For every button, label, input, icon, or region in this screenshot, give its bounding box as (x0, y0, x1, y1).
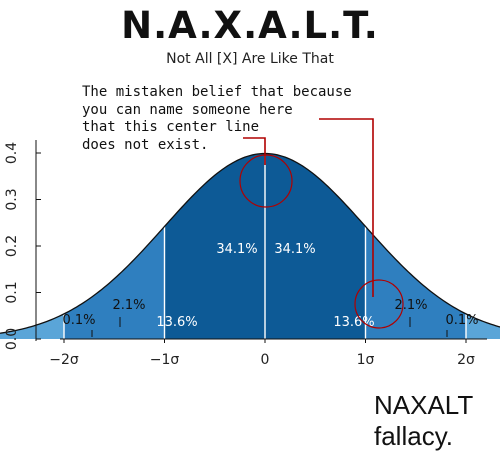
caption-line-4: does not exist. (82, 136, 209, 153)
percent-label: 0.1% (62, 313, 95, 328)
x-tick-label: −1σ (150, 352, 180, 368)
percent-label: 34.1% (274, 242, 315, 257)
y-tick-label: 0.1 (4, 281, 20, 303)
sigma-dividers (63, 153, 467, 339)
caption-text: The mistaken belief that because you can… (82, 84, 382, 154)
y-tick-label: 0.2 (4, 235, 20, 257)
percent-labels: 34.1% 34.1% 13.6% 13.6% 2.1% 2.1% 0.1% 0.1% (62, 242, 479, 337)
footer-caption: NAXALT fallacy. (374, 390, 473, 451)
center-pointer (243, 137, 266, 165)
y-tick-label: 0.4 (4, 142, 20, 164)
x-tick-label: −2σ (49, 352, 79, 368)
y-tick-label: 0.0 (4, 328, 20, 350)
percent-label: 2.1% (112, 298, 145, 313)
caption-line-3: that this center line (82, 119, 260, 136)
page-subtitle: Not All [X] Are Like That (166, 51, 334, 67)
x-tick-label: 2σ (457, 352, 475, 368)
annotation-arrows (239, 118, 404, 329)
caption-line-2: you can name someone here (82, 101, 293, 118)
percent-label: 13.6% (333, 315, 374, 330)
percent-label: 13.6% (156, 315, 197, 330)
center-circle (239, 154, 293, 208)
caption-line-1: The mistaken belief that because (82, 84, 352, 100)
chart-axes: 0.00.10.20.30.4−3σ−2σ−1σ01σ2σ3σ (4, 140, 487, 368)
percent-label: 0.1% (445, 313, 478, 328)
percent-label: 34.1% (216, 242, 257, 257)
x-tick-label: 1σ (357, 352, 375, 368)
page-title: N.A.X.A.L.T. (121, 4, 379, 47)
x-tick-label: 0 (261, 352, 270, 368)
percent-label: 2.1% (394, 298, 427, 313)
y-tick-label: 0.3 (4, 188, 20, 210)
someone-pointer (319, 118, 374, 297)
someone-circle (354, 279, 404, 329)
